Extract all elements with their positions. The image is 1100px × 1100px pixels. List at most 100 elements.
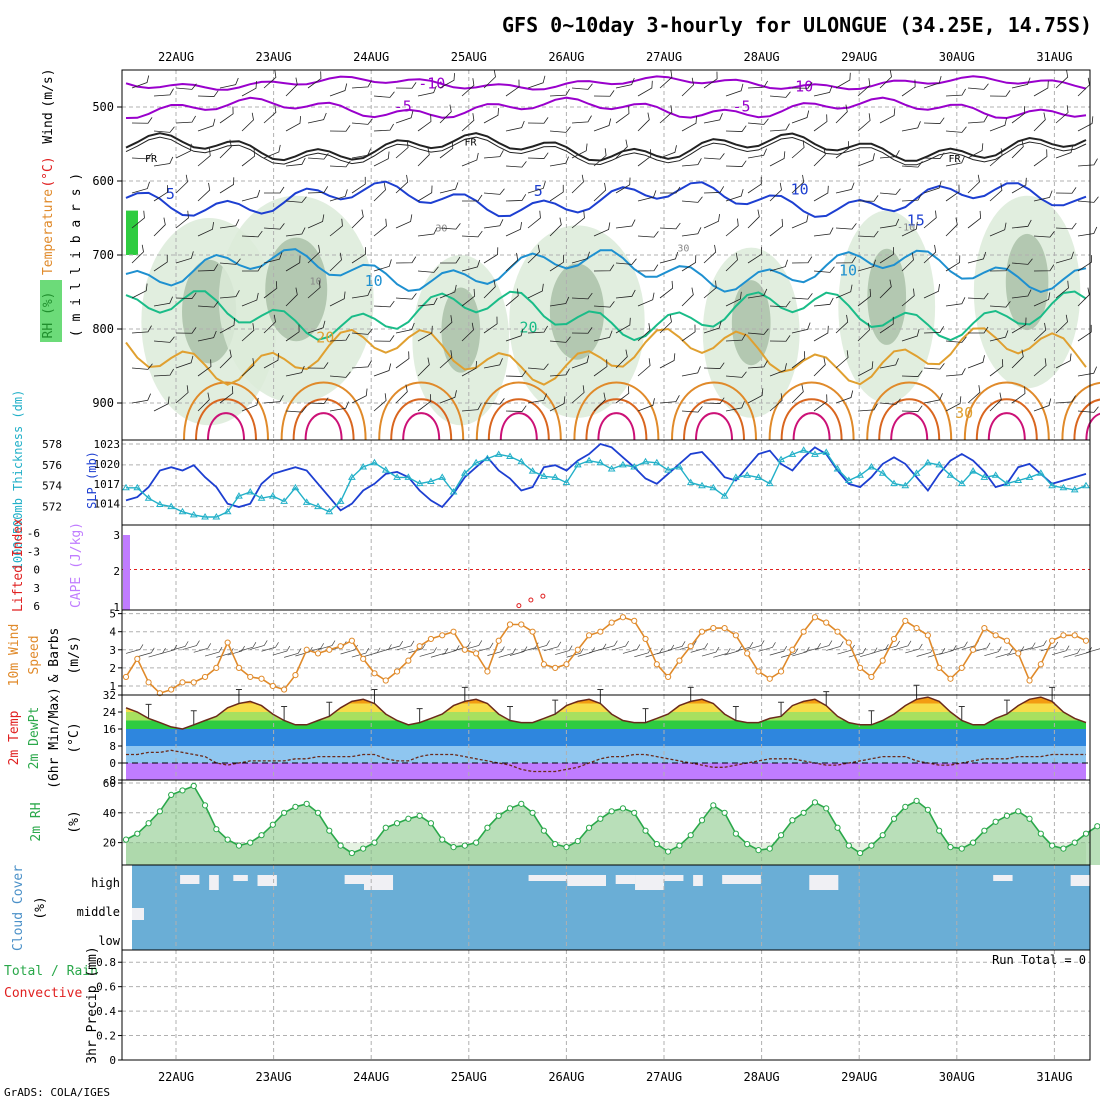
wind-barb: [153, 156, 174, 167]
wind-barb: [285, 77, 298, 97]
wind-barb: [1055, 314, 1068, 334]
wind-barb: [263, 252, 283, 264]
wind-speed-point: [224, 639, 231, 646]
wind-barb: [527, 181, 546, 194]
wind-barb: [263, 314, 276, 334]
wind-barb: [1077, 116, 1094, 132]
wind-barb: [681, 227, 702, 237]
wind-speed-point: [845, 639, 852, 646]
wind-barb: [879, 398, 901, 405]
surface-barb: [566, 648, 584, 658]
li-ytick-label: 0: [33, 564, 40, 577]
rh2m-point: [777, 832, 785, 839]
wind-barb: [153, 88, 174, 97]
wind-barb: [153, 336, 175, 343]
wind-barb: [813, 325, 829, 342]
rh2m-point: [823, 805, 830, 812]
top-date-label: 24AUG: [353, 50, 389, 64]
minmax-axis-label: (6hr Min/Max): [47, 687, 62, 789]
wind-barb: [813, 394, 828, 412]
wind-barb: [241, 112, 254, 132]
wind-barb: [461, 403, 482, 412]
wind-speed-point: [947, 675, 954, 682]
wind-barb: [901, 79, 916, 97]
surface-barb: [453, 641, 471, 652]
contour-label: 30: [955, 404, 973, 422]
wind-barb: [681, 77, 694, 97]
wind-barb: [967, 251, 987, 264]
wind-barb: [923, 363, 945, 370]
precip-ytick-label: 0: [109, 1054, 116, 1067]
wind-speed-point: [619, 614, 627, 621]
wind-barb: [175, 251, 194, 264]
wind-barb: [1033, 149, 1048, 167]
temp-minmax: [416, 708, 423, 723]
contour-label: FR: [948, 154, 961, 165]
cloud-gap: [344, 875, 364, 884]
wind-barb: [1011, 139, 1024, 159]
wind-barb: [967, 355, 985, 369]
isotherm-arch: [378, 381, 465, 441]
wind-barb: [175, 174, 188, 194]
isotherm-arch: [890, 412, 929, 441]
wind-barb: [637, 398, 655, 412]
wind-barb: [923, 284, 940, 299]
precip-ytick-label: 0.8: [96, 956, 116, 969]
bottom-date-label: 31AUG: [1036, 1070, 1072, 1084]
wind-barb: [373, 363, 392, 377]
wind-barb: [527, 152, 549, 159]
rh2m-point: [337, 842, 344, 849]
wind-barb: [527, 393, 548, 404]
surface-barb: [543, 641, 562, 652]
rh2m-point: [416, 812, 423, 819]
rh2m-point: [371, 839, 378, 846]
isotherm-line: [125, 180, 1087, 218]
wind-barb: [439, 141, 454, 159]
surface-barb: [984, 646, 1002, 657]
cloud-gap: [364, 875, 394, 890]
temp-minmax: [1003, 699, 1010, 715]
rh2m-point: [168, 791, 175, 799]
wind-barb: [417, 227, 438, 237]
bottom-date-label: 22AUG: [158, 1070, 194, 1084]
surface-barb: [588, 643, 607, 654]
wind-barb: [373, 300, 395, 308]
wind-barb: [615, 258, 637, 265]
temp-ytick-label: -8: [103, 774, 116, 787]
wind-speed-point: [563, 661, 570, 668]
thickness-point: [686, 478, 695, 486]
surface-barb: [735, 641, 754, 652]
rh2m-point: [518, 800, 525, 807]
wind-barb: [945, 336, 967, 343]
wind-barb: [307, 186, 329, 194]
wind-barb: [593, 118, 612, 132]
wind-barb: [1033, 190, 1053, 202]
wind-barb: [285, 255, 301, 272]
wind-barb: [549, 336, 571, 343]
wind-barb: [989, 183, 1003, 202]
wind-barb: [395, 384, 408, 404]
wind-barb: [769, 393, 783, 412]
upper-ytick-label: 500: [92, 100, 114, 114]
wind-speed-point: [698, 628, 706, 635]
thickness-point: [291, 483, 300, 491]
isotherm-line-double: [125, 136, 1087, 166]
wind-barb: [769, 182, 782, 202]
wind-barb: [1011, 106, 1026, 124]
wind-barb: [395, 110, 414, 124]
contour-label: FR: [464, 137, 477, 148]
cloud-gap: [615, 875, 636, 884]
top-date-axis: 22AUG 23AUG 24AUG 25AUG 26AUG 27AUG 28AUG 29AUG…: [158, 50, 1073, 64]
wind-barb: [153, 126, 175, 133]
rh2m-point: [134, 830, 141, 837]
cloud-level-label: high: [91, 876, 120, 890]
thickness-point: [336, 497, 345, 504]
rh2m-point: [495, 812, 502, 819]
wind-speed-point: [134, 655, 141, 662]
thickness-ytick-label: 574: [42, 480, 62, 493]
wind-barb: [1077, 255, 1092, 272]
cloud-gap: [567, 875, 606, 886]
surface-barb: [747, 640, 765, 650]
wind-speed-point: [529, 628, 536, 635]
rh2m-point: [653, 841, 660, 848]
